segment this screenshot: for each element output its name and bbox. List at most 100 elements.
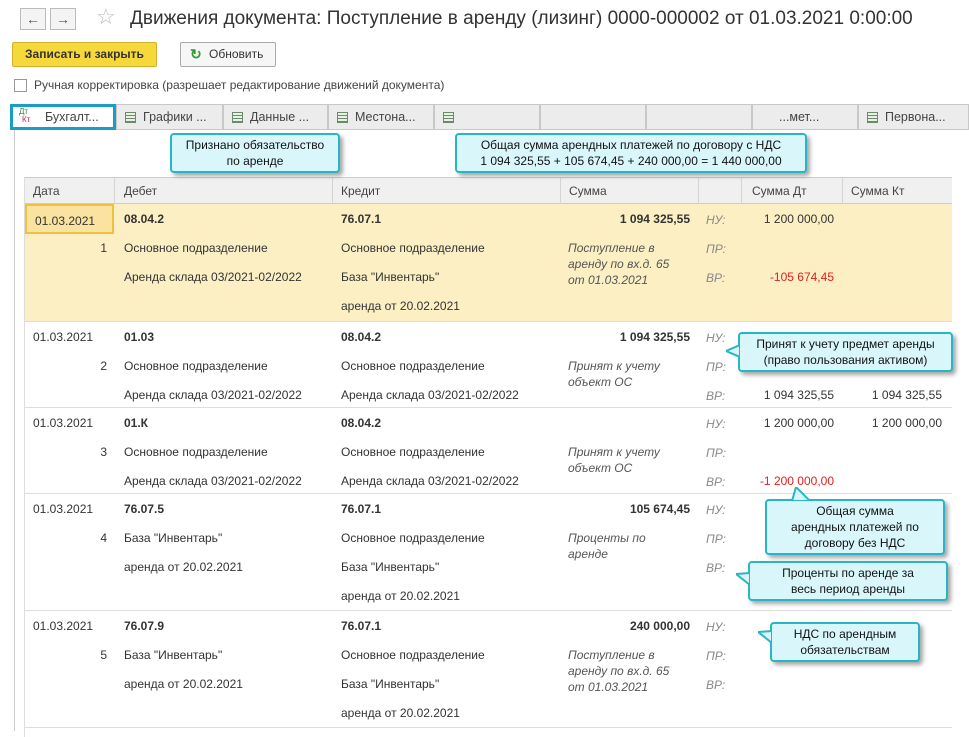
cell-content: Поступление в аренду по вх.д. 65 от 01.0… [568, 241, 670, 287]
cell-line-number: 1 [100, 241, 107, 255]
cell-debit-subconto: Основное подразделение [124, 445, 268, 459]
tab-label: Бухгалт... [45, 110, 99, 124]
cell-credit-subconto: Основное подразделение [341, 359, 485, 373]
cell-date: 01.03.2021 [33, 416, 94, 430]
cell-debit-subconto: Аренда склада 03/2021-02/2022 [124, 388, 302, 402]
cell-debit-subconto: Основное подразделение [124, 241, 268, 255]
cell-credit-account: 76.07.1 [341, 619, 382, 633]
cell-line-number: 4 [100, 531, 107, 545]
table-icon [125, 112, 136, 123]
cell-vr-dt: -1 200 000,00 [759, 474, 834, 488]
cell-credit-subconto: Аренда склада 03/2021-02/2022 [341, 388, 519, 402]
label-vr: ВР: [706, 271, 726, 285]
cell-debit-subconto: аренда от 20.02.2021 [124, 560, 243, 574]
cell-credit-subconto: аренда от 20.02.2021 [341, 589, 460, 603]
cell-nu-kt: 1 200 000,00 [871, 416, 942, 430]
col-date[interactable]: Дата [33, 184, 60, 198]
tab-label: Первона... [885, 110, 946, 124]
favorite-star-icon[interactable]: ☆ [96, 4, 116, 29]
label-nu: НУ: [706, 620, 726, 634]
cell-sum: 1 094 325,55 [619, 212, 690, 226]
col-credit[interactable]: Кредит [341, 184, 381, 198]
cell-debit-account: 76.07.9 [124, 619, 165, 633]
cell-debit-account: 76.07.5 [124, 502, 165, 516]
cell-debit-subconto: База "Инвентарь" [124, 531, 223, 545]
cell-debit-account: 01.03 [124, 330, 155, 344]
cell-sum: 1 094 325,55 [619, 330, 690, 344]
table-icon [232, 112, 243, 123]
tab-panel [14, 130, 969, 731]
tab-accounting[interactable]: Дт Кт Бухгалт... [10, 104, 116, 130]
refresh-label: Обновить [209, 47, 264, 61]
label-vr: ВР: [706, 678, 726, 692]
cell-credit-subconto: Аренда склада 03/2021-02/2022 [341, 474, 519, 488]
callout-liability: Признано обязательство по аренде [170, 133, 340, 173]
cell-debit-subconto: Аренда склада 03/2021-02/2022 [124, 270, 302, 284]
col-sum-kt[interactable]: Сумма Кт [851, 184, 905, 198]
tab-initial[interactable]: Первона... [858, 104, 969, 130]
cell-credit-subconto: База "Инвентарь" [341, 677, 440, 691]
callout-vat: НДС по арендным обязательствам [770, 622, 920, 662]
cell-date: 01.03.2021 [33, 330, 94, 344]
tab-label: Графики ... [143, 110, 207, 124]
entries-table: Дата Дебет Кредит Сумма Сумма Дт Сумма К… [24, 177, 952, 737]
cell-credit-subconto: База "Инвентарь" [341, 560, 440, 574]
manual-correction-checkbox[interactable] [14, 79, 27, 92]
tab-label: Местона... [355, 110, 416, 124]
cell-credit-account: 76.07.1 [341, 212, 382, 226]
refresh-icon: ↻ [190, 46, 202, 62]
label-vr: ВР: [706, 475, 726, 489]
cell-vr-kt: 1 094 325,55 [871, 388, 942, 402]
cell-credit-account: 76.07.1 [341, 502, 382, 516]
back-button[interactable]: ← [20, 8, 46, 30]
manual-correction-label: Ручная корректировка (разрешает редактир… [34, 78, 445, 92]
label-vr: ВР: [706, 389, 726, 403]
table-row[interactable]: 01.03.2021 5 76.07.9 База "Инвентарь" аренда… [25, 611, 952, 728]
label-nu: НУ: [706, 503, 726, 517]
table-row[interactable]: 01.03.2021 1 08.04.2 Основное подразделение… [25, 204, 952, 322]
cell-credit-account: 08.04.2 [341, 330, 382, 344]
label-pr: ПР: [706, 532, 726, 546]
table-icon [443, 112, 454, 123]
cell-credit-subconto: Основное подразделение [341, 531, 485, 545]
callout-interest: Проценты по аренде за весь период аренды [748, 561, 948, 601]
cell-content: Принят к учету объект ОС [568, 359, 660, 389]
tab-7[interactable] [646, 104, 752, 130]
label-vr: ВР: [706, 561, 726, 575]
save-and-close-button[interactable]: Записать и закрыть [12, 42, 157, 67]
cell-debit-account: 01.К [124, 416, 149, 430]
col-sum-dt[interactable]: Сумма Дт [752, 184, 807, 198]
table-row[interactable]: 01.03.2021 2 01.03 Основное подразделение Ар… [25, 322, 952, 408]
cell-line-number: 2 [100, 359, 107, 373]
callout-total-with-vat: Общая сумма арендных платежей по договор… [455, 133, 807, 173]
label-pr: ПР: [706, 360, 726, 374]
cell-vr-dt: 1 094 325,55 [763, 388, 834, 402]
cell-date: 01.03.2021 [25, 204, 114, 234]
cell-credit-subconto: Основное подразделение [341, 648, 485, 662]
cell-nu-dt: 1 200 000,00 [763, 212, 834, 226]
cell-debit-subconto: База "Инвентарь" [124, 648, 223, 662]
table-row[interactable]: 01.03.2021 3 01.К Основное подразделение Аре… [25, 408, 952, 494]
tab-bar: Дт Кт Бухгалт... Графики ... Данные ... Ме… [10, 104, 969, 131]
cell-credit-subconto: аренда от 20.02.2021 [341, 706, 460, 720]
cell-debit-subconto: Основное подразделение [124, 359, 268, 373]
col-sum[interactable]: Сумма [569, 184, 607, 198]
tab-schedules[interactable]: Графики ... [116, 104, 223, 130]
cell-date: 01.03.2021 [33, 502, 94, 516]
callout-tail [758, 630, 772, 644]
tab-data[interactable]: Данные ... [223, 104, 328, 130]
forward-button[interactable]: → [50, 8, 76, 30]
tab-6[interactable] [540, 104, 646, 130]
table-icon [867, 112, 878, 123]
tab-8[interactable]: ...мет... [752, 104, 858, 130]
cell-date: 01.03.2021 [33, 619, 94, 633]
callout-tail [790, 487, 812, 501]
label-nu: НУ: [706, 213, 726, 227]
label-nu: НУ: [706, 331, 726, 345]
table-row[interactable]: 01.03.2021 4 76.07.5 База "Инвентарь" аренда… [25, 494, 952, 611]
col-debit[interactable]: Дебет [124, 184, 158, 198]
tab-location[interactable]: Местона... [328, 104, 434, 130]
refresh-button[interactable]: ↻ Обновить [180, 42, 277, 67]
cell-content: Поступление в аренду по вх.д. 65 от 01.0… [568, 648, 670, 694]
tab-5[interactable] [434, 104, 540, 130]
